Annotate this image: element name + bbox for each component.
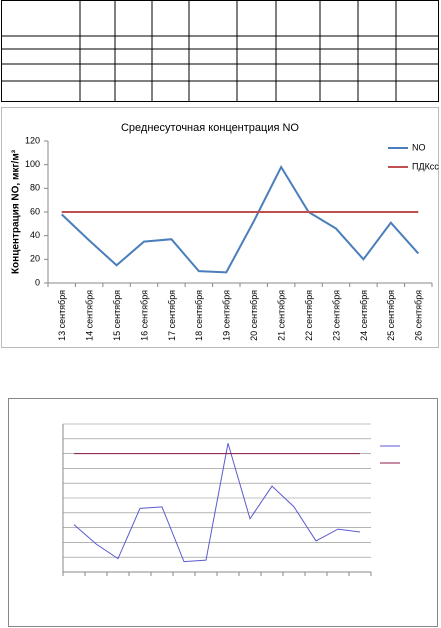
series-line (61, 164, 420, 274)
x-tick-label: 20 сентября (249, 290, 259, 341)
table-grid (1, 0, 439, 102)
x-tick-label: 25 сентября (386, 290, 396, 341)
y-tick-label: 80 (30, 183, 40, 193)
y-tick-label: 20 (30, 254, 40, 264)
x-tick-label: 19 сентября (222, 290, 232, 341)
y-tick-label: 0 (35, 277, 40, 287)
legend-label: ПДКсс (412, 161, 439, 171)
x-tick-label: 21 сентября (277, 290, 287, 341)
legend-label: NO (412, 142, 426, 152)
chart-title: Среднесуточная концентрация NO (121, 122, 299, 134)
x-tick-label: 14 сентября (85, 290, 95, 341)
y-axis-label: Концентрация NO, мкг/м³ (11, 149, 22, 274)
x-tick-label: 26 сентября (414, 290, 424, 341)
x-tick-label: 16 сентября (139, 290, 149, 341)
x-tick-label: 13 сентября (57, 290, 67, 341)
empty-table (1, 0, 439, 102)
table-border (1, 0, 439, 102)
y-tick-label: 60 (30, 206, 40, 216)
y-tick-label: 100 (25, 159, 40, 169)
x-tick-label: 17 сентября (167, 290, 177, 341)
series-line (73, 443, 361, 563)
x-tick-label: 23 сентября (331, 290, 341, 341)
x-tick-label: 22 сентября (304, 290, 314, 341)
x-tick-label: 24 сентября (359, 290, 369, 341)
y-tick-label: 120 (25, 135, 40, 145)
x-tick-label: 15 сентября (112, 290, 122, 341)
x-tick-label: 18 сентября (194, 290, 204, 341)
y-tick-label: 40 (30, 230, 40, 240)
